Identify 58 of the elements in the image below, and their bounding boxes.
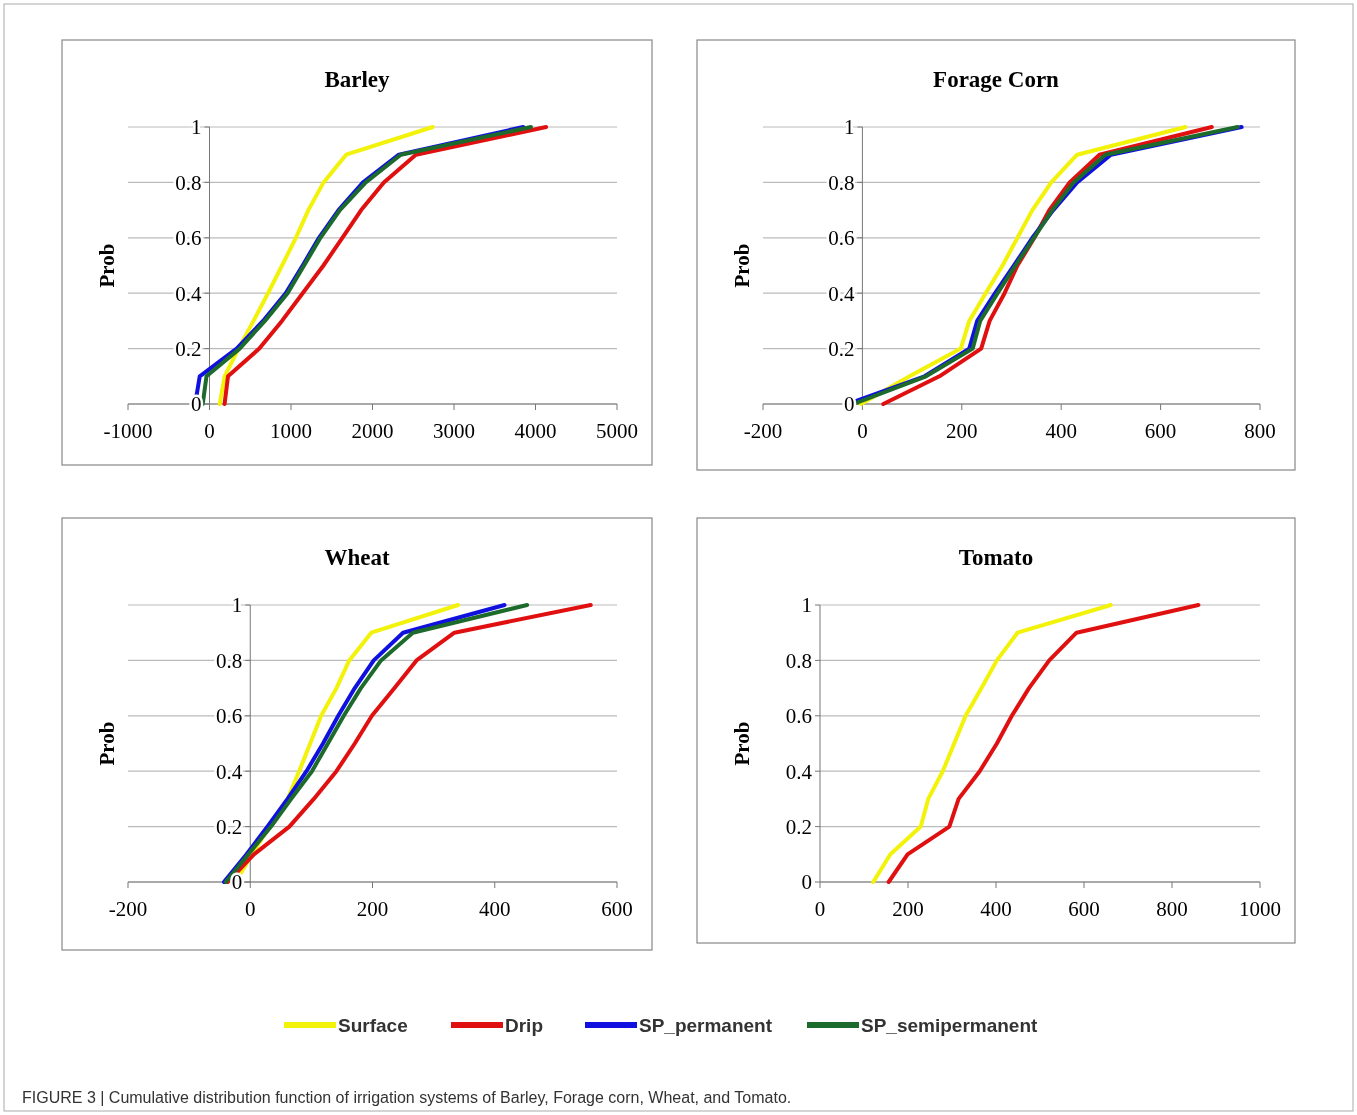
y-tick-label: 0 bbox=[191, 392, 202, 417]
y-tick-label: 0.8 bbox=[785, 648, 812, 673]
x-tick-label: 600 bbox=[601, 897, 633, 921]
y-tick-label: 1 bbox=[843, 115, 855, 140]
x-tick-label: 5000 bbox=[596, 419, 638, 443]
caption: FIGURE 3 | Cumulative distribution function of irrigation systems of Barley, Forage corn, Wheat, and Tomato. bbox=[22, 1089, 792, 1106]
x-tick-label: 4000 bbox=[514, 419, 557, 443]
y-tick-label: 0.4 bbox=[175, 281, 202, 306]
y-tick-label: 1 bbox=[191, 115, 202, 140]
chart-title: Wheat bbox=[324, 545, 390, 570]
y-tick-label: 0.8 bbox=[216, 648, 243, 673]
x-tick-label: 600 bbox=[1144, 419, 1177, 443]
x-tick-label: -200 bbox=[743, 419, 783, 443]
y-axis-title: Prob bbox=[730, 243, 754, 288]
y-tick-label: 0.8 bbox=[828, 170, 855, 195]
legend-label: Surface bbox=[338, 1014, 408, 1036]
y-tick-label: 0.6 bbox=[828, 226, 855, 251]
y-tick-label: 0.6 bbox=[175, 226, 202, 251]
legend-label: SP_semipermanent bbox=[861, 1014, 1039, 1036]
y-tick-label: 0.6 bbox=[216, 704, 243, 729]
y-tick-label: 0.6 bbox=[785, 704, 812, 729]
chart-title: Tomato bbox=[958, 545, 1034, 570]
x-tick-label: -200 bbox=[108, 897, 148, 921]
x-tick-label: 2000 bbox=[351, 419, 394, 443]
y-axis-title: Prob bbox=[95, 243, 119, 288]
y-tick-label: 0.2 bbox=[175, 336, 202, 361]
x-tick-label: 400 bbox=[479, 897, 511, 921]
x-tick-label: 200 bbox=[356, 897, 389, 921]
x-tick-label: 800 bbox=[1244, 419, 1276, 443]
y-tick-label: 1 bbox=[801, 593, 812, 618]
legend-label: Drip bbox=[505, 1014, 543, 1036]
y-tick-label: 0.4 bbox=[828, 281, 855, 306]
x-tick-label: 1000 bbox=[1239, 897, 1281, 921]
x-tick-label: 3000 bbox=[433, 419, 475, 443]
line-series bbox=[217, 125, 435, 406]
x-tick-label: 600 bbox=[1068, 897, 1100, 921]
y-tick-label: 0.2 bbox=[785, 814, 812, 839]
x-tick-label: 1000 bbox=[270, 419, 312, 443]
y-tick-label: 0.4 bbox=[785, 759, 813, 784]
y-tick-label: 0.8 bbox=[175, 170, 202, 195]
y-tick-label: 0 bbox=[801, 870, 812, 895]
x-tick-label: 800 bbox=[1156, 897, 1188, 921]
x-tick-label: 200 bbox=[892, 897, 924, 921]
x-tick-label: 400 bbox=[980, 897, 1012, 921]
line-series bbox=[886, 603, 1201, 884]
y-tick-label: 0.2 bbox=[828, 336, 855, 361]
y-tick-label: 1 bbox=[231, 593, 243, 618]
y-tick-label: 0.4 bbox=[216, 759, 243, 784]
line-series bbox=[871, 603, 1113, 884]
y-tick-label: 0.2 bbox=[216, 814, 243, 839]
y-axis-title: Prob bbox=[730, 721, 754, 766]
y-axis-title: Prob bbox=[95, 721, 119, 766]
chart-title: Forage Corn bbox=[933, 67, 1060, 92]
legend-label: SP_permanent bbox=[639, 1014, 773, 1036]
x-tick-label: 400 bbox=[1045, 419, 1077, 443]
x-tick-label: -1000 bbox=[103, 419, 153, 443]
x-tick-label: 200 bbox=[946, 419, 978, 443]
chart-title: Barley bbox=[324, 67, 391, 92]
